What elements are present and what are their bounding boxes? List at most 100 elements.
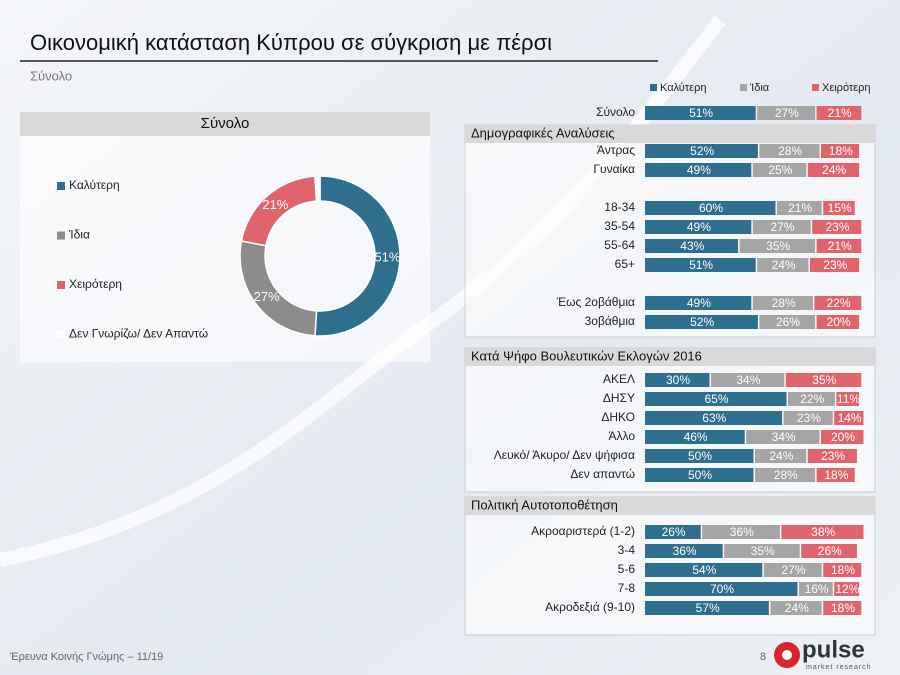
data-label: 36% xyxy=(673,544,697,558)
bar-segment xyxy=(785,373,862,387)
data-label: 15% xyxy=(828,201,852,215)
donut-slice xyxy=(314,175,321,202)
bar-segment xyxy=(788,392,835,406)
data-label: 12% xyxy=(835,582,859,596)
bar-segment xyxy=(823,201,855,215)
data-label: 23% xyxy=(823,258,847,272)
data-label: 51% xyxy=(374,250,400,265)
bar-segment xyxy=(645,258,756,272)
bar-segment xyxy=(645,411,783,425)
bar-segment xyxy=(752,220,811,234)
panel-header xyxy=(465,348,875,366)
row-label: Έως 2οβάθμια xyxy=(556,295,635,309)
bar-segment xyxy=(645,163,752,177)
bar-segment xyxy=(645,525,701,539)
bar-segment xyxy=(645,449,754,463)
data-label: 50% xyxy=(688,468,712,482)
data-label: 28% xyxy=(772,296,796,310)
bar-segment xyxy=(711,373,785,387)
data-label: 36% xyxy=(730,525,754,539)
bar-segment xyxy=(724,544,800,558)
data-label: 30% xyxy=(666,373,690,387)
row-label: ΑΚΕΛ xyxy=(603,372,635,386)
data-label: 57% xyxy=(696,601,720,615)
data-label: 52% xyxy=(690,144,714,158)
data-label: 27% xyxy=(254,289,280,304)
data-label: 23% xyxy=(825,220,849,234)
legend-swatch xyxy=(740,84,747,91)
bar-segment xyxy=(645,201,776,215)
data-label: 50% xyxy=(688,449,712,463)
bar-segment xyxy=(807,449,857,463)
bar-segment xyxy=(770,601,822,615)
data-label: 23% xyxy=(797,411,821,425)
legend-swatch xyxy=(57,330,65,339)
panel-title: Σύνολο xyxy=(201,115,250,132)
data-label: 21% xyxy=(828,106,852,120)
row-label: Γυναίκα xyxy=(593,162,635,176)
section-title: Πολιτική Αυτοτοποθέτηση xyxy=(471,497,618,512)
legend-label: Ίδια xyxy=(68,228,90,242)
bar-segment xyxy=(834,582,860,596)
data-label: 43% xyxy=(680,239,704,253)
data-label: 23% xyxy=(821,449,845,463)
data-label: 38% xyxy=(811,525,835,539)
data-label: 49% xyxy=(687,220,711,234)
row-label: ΔΗΚΟ xyxy=(601,410,635,424)
legend-swatch xyxy=(57,182,65,190)
data-label: 34% xyxy=(772,430,796,444)
bar-segment xyxy=(823,563,862,577)
data-label: 24% xyxy=(772,258,796,272)
data-label: 21% xyxy=(262,197,288,212)
bar-segment xyxy=(834,411,864,425)
legend-swatch xyxy=(812,84,819,91)
panel-header xyxy=(465,497,875,515)
legend-label: Χειρότερη xyxy=(69,277,122,291)
data-label: 28% xyxy=(778,144,802,158)
data-label: 14% xyxy=(838,411,862,425)
row-label: Ακροαριστερά (1-2) xyxy=(531,524,635,538)
bar-segment xyxy=(645,315,758,329)
bar-segment xyxy=(807,163,860,177)
bar-segment xyxy=(816,106,862,120)
bar-segment xyxy=(799,582,833,596)
bar-segment xyxy=(812,220,862,234)
legend-swatch xyxy=(57,231,65,240)
bar-segment xyxy=(801,544,857,558)
bar-segment xyxy=(746,430,820,444)
data-label: 16% xyxy=(805,582,829,596)
data-label: 18% xyxy=(831,601,855,615)
bar-segment xyxy=(763,563,822,577)
data-label: 51% xyxy=(689,258,713,272)
data-label: 24% xyxy=(769,449,793,463)
data-label: 35% xyxy=(751,544,775,558)
subtitle: Σύνολο xyxy=(30,68,72,83)
bar-segment xyxy=(816,239,862,253)
row-label: ΔΗΣΥ xyxy=(603,391,635,405)
legend-swatch xyxy=(650,84,657,91)
bar-segment xyxy=(814,296,862,310)
row-label: 18-34 xyxy=(604,200,635,214)
page-number: 8 xyxy=(760,651,766,663)
data-label: 11% xyxy=(837,392,860,406)
bar-segment xyxy=(759,144,820,158)
row-label: Άντρας xyxy=(597,143,635,157)
bar-segment xyxy=(645,220,752,234)
legend-label: Χειρότερη xyxy=(822,82,871,94)
row-label: Δεν απαντώ xyxy=(570,467,635,481)
data-label: 35% xyxy=(812,373,836,387)
logo-tagline: market research xyxy=(806,664,872,671)
bar-segment xyxy=(759,315,816,329)
row-label: 3οβάθμια xyxy=(585,314,635,328)
bar-segment xyxy=(752,163,807,177)
legend-label: Καλύτερη xyxy=(660,82,706,94)
data-label: 18% xyxy=(829,144,853,158)
bar-segment xyxy=(783,411,833,425)
bar-segment xyxy=(821,430,864,444)
data-label: 24% xyxy=(785,601,809,615)
bar-segment xyxy=(821,144,860,158)
donut-slice xyxy=(314,175,401,337)
bar-segment xyxy=(645,544,723,558)
bar-segment xyxy=(645,144,758,158)
data-label: 20% xyxy=(827,315,851,329)
